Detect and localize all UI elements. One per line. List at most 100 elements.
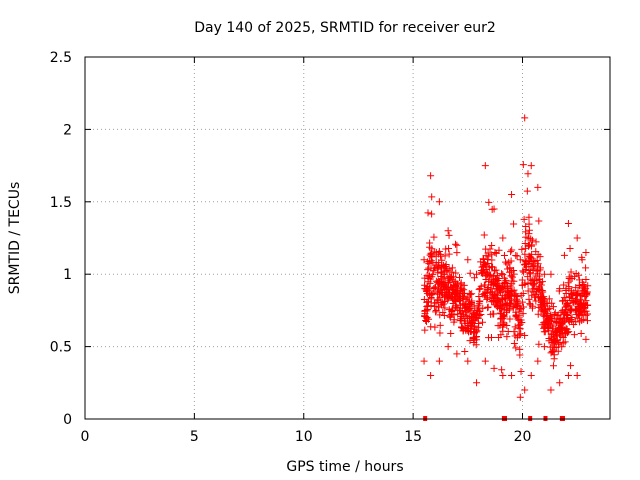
- data-point-999: [538, 288, 546, 296]
- data-point-1046: [541, 319, 549, 327]
- x-tick-label-0: 0: [81, 429, 90, 445]
- envelope-point-2-1: [435, 198, 443, 206]
- data-point-904: [424, 266, 432, 274]
- data-point-839: [487, 285, 495, 293]
- x-tick-label-2: 10: [295, 429, 313, 445]
- data-point-808: [441, 304, 449, 312]
- envelope-point-1-1: [427, 172, 435, 180]
- data-point-972: [424, 298, 432, 306]
- data-point-466: [529, 288, 537, 296]
- y-tick-label-3: 1.5: [50, 195, 72, 211]
- data-point-696: [479, 318, 487, 326]
- data-point-509: [507, 248, 515, 256]
- data-point-849: [535, 303, 543, 311]
- data-point-464: [453, 249, 461, 257]
- data-point-429: [487, 310, 495, 318]
- data-point-1056: [495, 296, 503, 304]
- data-point-918: [552, 332, 560, 340]
- data-point-983: [428, 193, 436, 201]
- data-point-1042: [526, 301, 534, 309]
- data-point-936: [512, 252, 520, 260]
- data-point-1071: [466, 319, 474, 327]
- data-point-586: [463, 296, 471, 304]
- data-point-897: [505, 295, 513, 303]
- data-point-738: [567, 306, 575, 314]
- envelope-point-14-0: [534, 357, 542, 365]
- envelope-point-7-0: [481, 357, 489, 365]
- data-point-504: [526, 270, 534, 278]
- data-point-1060: [546, 320, 554, 328]
- data-point-1085: [427, 249, 435, 257]
- data-point-591: [524, 234, 532, 242]
- data-point-911: [548, 299, 556, 307]
- data-point-1090: [445, 294, 453, 302]
- data-point-833: [445, 245, 453, 253]
- data-point-847: [428, 253, 436, 261]
- y-axis-label: SRMTID / TECUs: [7, 182, 23, 295]
- data-point-812: [545, 295, 553, 303]
- data-point-1001: [490, 291, 498, 299]
- envelope-point-17-0: [556, 379, 564, 387]
- data-point-789: [465, 305, 473, 313]
- data-point-996: [570, 299, 578, 307]
- data-point-234: [484, 304, 492, 312]
- data-point-764: [450, 316, 458, 324]
- data-point-1026: [518, 298, 526, 306]
- data-point-1099: [488, 276, 496, 284]
- data-point-925: [532, 238, 540, 246]
- data-point-1020: [477, 269, 485, 277]
- envelope-point-7-1: [481, 162, 489, 170]
- data-point-1045: [480, 281, 488, 289]
- envelope-point-19-0: [573, 372, 581, 380]
- data-point-967: [517, 368, 525, 376]
- data-point-535: [447, 329, 455, 337]
- data-point-934: [438, 256, 446, 264]
- data-point-912: [547, 349, 555, 357]
- data-point-531: [475, 285, 483, 293]
- data-point-709: [549, 303, 557, 311]
- data-point-94: [440, 312, 448, 320]
- data-point-766: [421, 312, 429, 320]
- data-point-393: [513, 252, 521, 260]
- data-point-910: [509, 304, 517, 312]
- data-point-883: [435, 250, 443, 258]
- data-point-514: [575, 271, 583, 279]
- data-point-844: [424, 209, 432, 217]
- data-point-719: [461, 347, 469, 355]
- data-point-1016: [459, 327, 467, 335]
- data-point-182: [426, 251, 434, 259]
- data-point-1022: [493, 282, 501, 290]
- data-point-1074: [496, 286, 504, 294]
- data-point-993: [482, 252, 490, 260]
- data-point-628: [492, 249, 500, 257]
- data-point-1006: [565, 273, 573, 281]
- data-point-198: [535, 340, 543, 348]
- data-point-811: [532, 297, 540, 305]
- chart-title: Day 140 of 2025, SRMTID for receiver eur…: [194, 20, 496, 36]
- data-point-621: [559, 334, 567, 342]
- data-point-926: [515, 324, 523, 332]
- data-point-18: [430, 233, 438, 241]
- data-point-860: [510, 328, 518, 336]
- data-point-151: [567, 268, 575, 276]
- envelope-point-3-0: [444, 343, 452, 351]
- data-point-1079: [553, 315, 561, 323]
- data-point-508: [485, 198, 493, 206]
- data-point-364: [526, 300, 534, 308]
- data-point-1027: [518, 245, 526, 253]
- data-point-933: [574, 302, 582, 310]
- envelope-point-5-0: [464, 357, 472, 365]
- data-point-851: [572, 291, 580, 299]
- data-point-748: [426, 239, 434, 247]
- data-point-1072: [572, 318, 580, 326]
- data-point-447: [430, 299, 438, 307]
- data-point-1070: [456, 296, 464, 304]
- data-point-982: [578, 289, 586, 297]
- data-point-1004: [457, 309, 465, 317]
- data-point-1038: [465, 290, 473, 298]
- data-point-692: [520, 215, 528, 223]
- data-point-879: [551, 310, 559, 318]
- data-point-1098: [470, 339, 478, 347]
- data-point-1024: [562, 287, 570, 295]
- data-point-922: [483, 295, 491, 303]
